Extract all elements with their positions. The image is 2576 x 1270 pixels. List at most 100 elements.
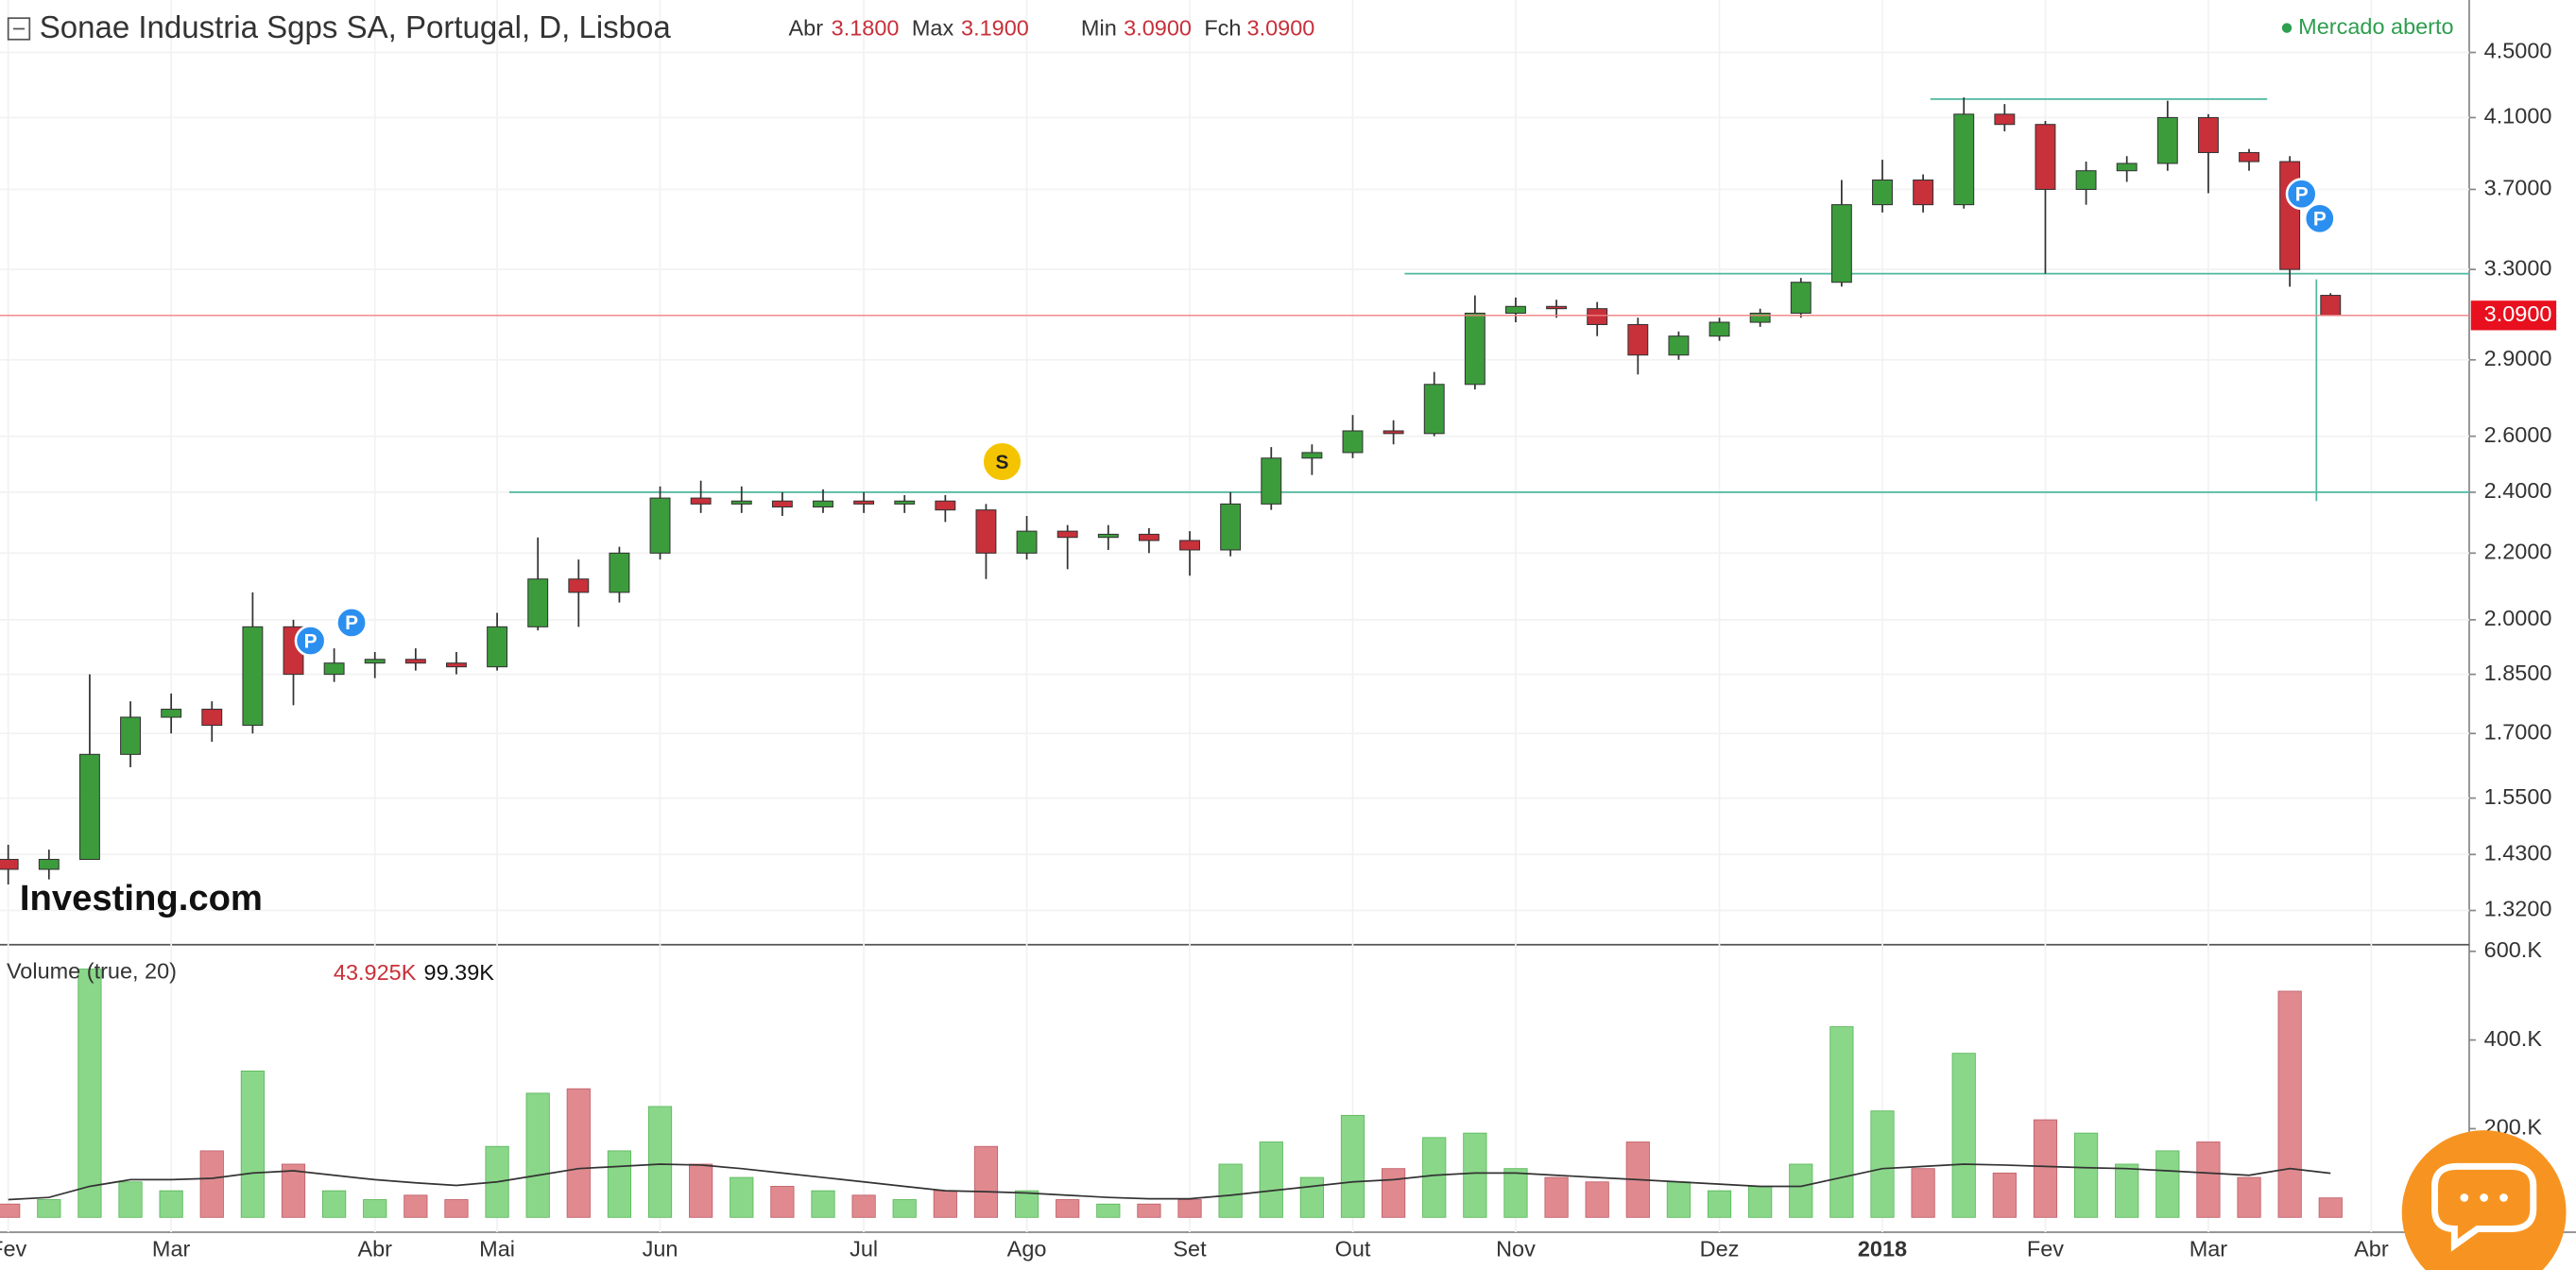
candle-body bbox=[78, 753, 100, 860]
candle-body bbox=[242, 626, 264, 727]
event-label: P bbox=[304, 630, 318, 652]
y-tick-label: 2.2000 bbox=[2484, 540, 2552, 564]
y-tick-label: 400.K bbox=[2484, 1026, 2543, 1051]
volume-bar bbox=[1218, 1163, 1243, 1218]
volume-bar bbox=[444, 1199, 469, 1218]
candle-body bbox=[894, 500, 916, 505]
volume-bar bbox=[1951, 1053, 1976, 1218]
candle-body bbox=[771, 500, 793, 508]
x-tick-label: Mar bbox=[2190, 1236, 2228, 1261]
volume-bar bbox=[322, 1190, 347, 1218]
volume-bar bbox=[1748, 1186, 1773, 1218]
y-tick-label: 3.7000 bbox=[2484, 176, 2552, 200]
candle-body bbox=[2035, 124, 2056, 190]
candle-body bbox=[1994, 113, 2016, 126]
volume-bar bbox=[1789, 1163, 1813, 1218]
y-tick-label: 2.4000 bbox=[2484, 478, 2552, 503]
candle-body bbox=[813, 500, 833, 508]
volume-bar bbox=[525, 1092, 550, 1218]
x-tick-label: Mai bbox=[479, 1236, 515, 1261]
candle-body bbox=[527, 578, 549, 627]
last-price-box bbox=[2470, 300, 2557, 331]
volume-bar bbox=[2155, 1150, 2180, 1218]
legend-value: 43.925K bbox=[334, 960, 417, 985]
volume-bar bbox=[159, 1190, 183, 1218]
volume-bar bbox=[607, 1150, 632, 1218]
candle-body bbox=[1913, 179, 1934, 206]
ohlc-header: Abr 3.1800 Max 3.1900 Min 3.0900 Fch 3.0900 bbox=[788, 16, 1314, 41]
candle-body bbox=[1587, 308, 1608, 325]
field-value: 3.1900 bbox=[961, 16, 1029, 41]
field-value: 3.1800 bbox=[832, 16, 900, 41]
field-label: Fch bbox=[1204, 16, 1241, 41]
volume-bar bbox=[1666, 1181, 1692, 1218]
chat-dot bbox=[2480, 1193, 2488, 1202]
event-marker bbox=[2303, 202, 2336, 235]
volume-bar bbox=[1870, 1110, 1895, 1218]
x-tick-label: Out bbox=[1335, 1236, 1371, 1261]
candle-body bbox=[609, 552, 630, 593]
event-marker bbox=[294, 625, 327, 658]
candle-body bbox=[38, 858, 60, 870]
volume-bar bbox=[1096, 1203, 1121, 1218]
candle-body bbox=[1546, 305, 1568, 310]
y-tick-label: 1.7000 bbox=[2484, 719, 2552, 744]
volume-bar bbox=[1585, 1181, 1609, 1218]
x-tick-label: Fev bbox=[2027, 1236, 2064, 1261]
candle-body bbox=[161, 709, 182, 718]
volume-bar bbox=[77, 969, 102, 1218]
event-label: P bbox=[2295, 183, 2309, 205]
candle-body bbox=[1179, 540, 1200, 551]
candle-body bbox=[730, 500, 752, 505]
candle-body bbox=[1505, 305, 1526, 314]
volume-bar bbox=[1503, 1168, 1528, 1218]
candle-body bbox=[404, 659, 426, 664]
field-label: Max bbox=[912, 16, 954, 41]
volume-bar bbox=[770, 1186, 795, 1218]
chat-button[interactable] bbox=[2401, 1130, 2567, 1270]
candle-body bbox=[2156, 116, 2178, 164]
candle-body bbox=[0, 858, 19, 870]
candle-body bbox=[2320, 295, 2342, 317]
volume-bar bbox=[118, 1181, 143, 1218]
candle-body bbox=[1668, 335, 1690, 356]
volume-bar bbox=[1707, 1190, 1732, 1218]
candle-body bbox=[1016, 530, 1038, 554]
volume-bar bbox=[199, 1150, 224, 1218]
candle-body bbox=[1872, 179, 1893, 206]
x-tick-label: Mar bbox=[152, 1236, 191, 1261]
market-status: Mercado aberto bbox=[2298, 14, 2453, 39]
candle-body bbox=[1749, 312, 1771, 323]
candle-body bbox=[2075, 170, 2097, 190]
volume-bar bbox=[1259, 1141, 1283, 1218]
volume-bar bbox=[2237, 1176, 2261, 1218]
volume-bar bbox=[1177, 1199, 1202, 1218]
field-value: 3.0900 bbox=[1124, 16, 1192, 41]
volume-bar bbox=[363, 1199, 387, 1218]
candle-body bbox=[1627, 323, 1649, 356]
volume-bar bbox=[1299, 1176, 1324, 1218]
x-tick-label: Nov bbox=[1496, 1236, 1536, 1261]
volume-bar bbox=[240, 1071, 265, 1218]
collapse-icon[interactable] bbox=[7, 17, 31, 41]
x-tick-label: Fev bbox=[0, 1236, 27, 1261]
volume-bar bbox=[0, 1203, 21, 1218]
y-tick-label: 2.6000 bbox=[2484, 422, 2552, 447]
x-tick-label: Dez bbox=[1700, 1236, 1740, 1261]
x-tick-label: 2018 bbox=[1858, 1236, 1907, 1261]
volume-bar bbox=[281, 1163, 306, 1218]
y-tick-label: 2.9000 bbox=[2484, 346, 2552, 370]
last-price-label: 3.0900 bbox=[2484, 301, 2552, 326]
volume-bar bbox=[811, 1190, 835, 1218]
volume-bar bbox=[1992, 1172, 2017, 1218]
candle-body bbox=[2279, 161, 2301, 270]
volume-bar bbox=[1463, 1132, 1487, 1218]
candle-body bbox=[2197, 116, 2219, 153]
candle-body bbox=[568, 578, 590, 593]
volume-bar bbox=[1014, 1190, 1039, 1218]
volume-bar bbox=[1829, 1026, 1854, 1218]
candle-body bbox=[1709, 321, 1730, 337]
field-value: 3.0900 bbox=[1247, 16, 1315, 41]
